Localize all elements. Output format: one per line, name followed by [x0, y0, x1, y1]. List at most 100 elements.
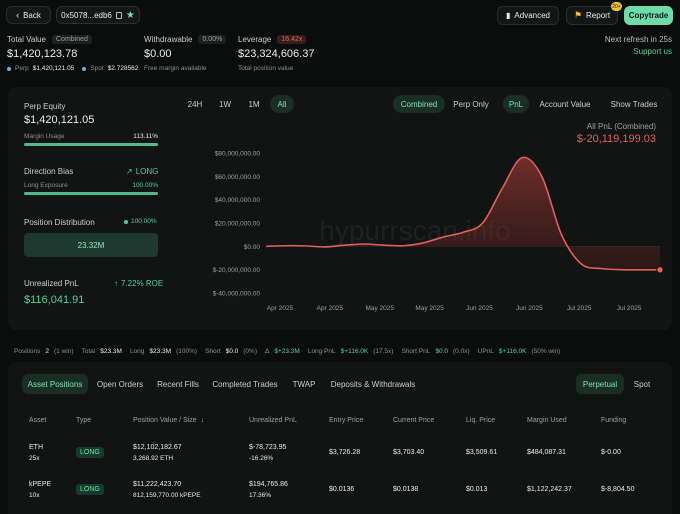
header-unrealized-pnl[interactable]: Unrealized PnL [249, 417, 297, 424]
trend-up-icon: ↗ [126, 167, 133, 176]
spot-label: Spot [90, 65, 104, 72]
tab-twap[interactable]: TWAP [292, 379, 316, 389]
sort-arrow-down-icon[interactable]: ↓ [200, 417, 205, 424]
back-button[interactable]: ‹ Back [6, 6, 51, 24]
short-pnl-value: $0.0 [435, 348, 449, 355]
row-margin: $484,087.31 [527, 449, 566, 456]
range-1m[interactable]: 1M [248, 99, 260, 109]
support-link[interactable]: Support us [633, 47, 672, 56]
mode-combined[interactable]: Combined [393, 95, 445, 113]
position-distribution-label: Position Distribution [24, 218, 95, 227]
leverage-block: Leverage 16.42x $23,324,606.37 Total pos… [238, 35, 314, 72]
long-exposure-fill [24, 192, 158, 195]
report-button[interactable]: ⚑ Report [566, 6, 618, 25]
total-value-tag: Combined [52, 35, 92, 44]
long-value: $23.3M [149, 348, 172, 355]
position-distribution-value: 23.32M [77, 240, 105, 250]
x-tick-label: May 2025 [365, 305, 394, 312]
margin-usage-label: Margin Usage [24, 133, 65, 140]
perp-label: Perp [15, 65, 29, 72]
row-type-badge: LONG [76, 447, 104, 458]
spot-dot [82, 66, 87, 71]
tab-asset-positions[interactable]: Asset Positions [22, 374, 88, 394]
tab-open-orders[interactable]: Open Orders [96, 379, 144, 389]
mode-perp-only[interactable]: Perp Only [453, 99, 489, 109]
spot-value: $2.728562 [107, 65, 139, 72]
row-leverage: 10x [29, 492, 40, 499]
header-type[interactable]: Type [76, 417, 92, 424]
row-pnl: $194,765.86 [249, 481, 288, 488]
total-label: Total [81, 348, 96, 355]
row-leverage: 25x [29, 455, 40, 462]
x-tick-label: May 2025 [415, 305, 444, 312]
y-tick-label: $60,000,000.00 [215, 174, 261, 181]
chart-current-value: $-20,119,199.03 [576, 133, 656, 145]
total-value: $1,420,123.78 [7, 48, 78, 60]
direction-bias-value-wrap: ↗ LONG [126, 167, 158, 176]
position-distribution-bar[interactable]: 23.32M [24, 233, 158, 257]
x-tick-label: Jul 2025 [617, 305, 642, 312]
range-24h[interactable]: 24H [187, 99, 203, 109]
row-margin: $1,122,242.37 [527, 486, 572, 493]
row-liq: $0.013 [466, 486, 488, 493]
row-size: 812,159,770.00 kPEPE [133, 492, 201, 499]
header-margin-used[interactable]: Margin Used [527, 417, 567, 424]
row-entry: $3,726.28 [329, 449, 361, 456]
report-badge: 20+ [611, 2, 622, 11]
row-value: $12,102,182.67 [133, 444, 182, 451]
positions-panel [8, 362, 672, 514]
short-value: $0.0 [225, 348, 239, 355]
header-entry-price[interactable]: Entry Price [329, 417, 364, 424]
y-tick-label: $0.00 [244, 244, 261, 251]
header-funding[interactable]: Funding [601, 417, 627, 424]
long-pnl-ratio: (17.5x) [373, 348, 394, 355]
address-chip[interactable]: 0x5078...edb6 ★ [56, 6, 140, 24]
chevron-left-icon: ‹ [16, 10, 20, 20]
address-text: 0x5078...edb6 [61, 10, 112, 20]
header-liq-price[interactable]: Liq. Price [466, 417, 496, 424]
range-all[interactable]: All [270, 95, 294, 113]
bar-chart-icon: ▮ [506, 11, 511, 20]
upnl-win: (50% win) [531, 348, 561, 355]
header-position-value-label: Position Value / Size [133, 417, 197, 424]
tab-completed-trades[interactable]: Completed Trades [212, 379, 278, 389]
current-value-dot[interactable] [656, 266, 664, 274]
x-tick-label: Apr 2025 [317, 305, 344, 312]
withdrawable-block: Withdrawable 0.00% $0.00 Free margin ava… [144, 35, 227, 72]
position-distribution-pct: 100.00% [131, 218, 157, 225]
row-funding: $-0.00 [601, 449, 621, 456]
y-tick-label: $-40,000,000.00 [213, 291, 261, 298]
star-icon[interactable]: ★ [125, 9, 135, 21]
total-value: $23.3M [100, 348, 122, 355]
header-current-price[interactable]: Current Price [393, 417, 435, 424]
row-entry: $0.0136 [329, 486, 355, 493]
metric-pnl[interactable]: PnL [503, 95, 529, 113]
market-perpetual[interactable]: Perpetual [576, 374, 624, 394]
row-funding: $-8,804.50 [601, 486, 635, 493]
row-asset: ETH [29, 444, 43, 451]
show-trades-button[interactable]: Show Trades [610, 99, 658, 109]
copy-icon[interactable] [115, 11, 122, 19]
leverage-tag: 16.42x [277, 35, 307, 44]
market-spot[interactable]: Spot [633, 379, 651, 389]
positions-summary-row: Positions 2 (1 win) Total $23.3M Long $2… [14, 348, 560, 355]
metric-account-value[interactable]: Account Value [539, 99, 591, 109]
perp-value: $1,420,121.05 [32, 65, 75, 72]
positions-label: Positions [14, 348, 41, 355]
pnl-chart[interactable]: hypurrscan.info $80,000,000.00$60,000,00… [180, 140, 670, 320]
range-1w[interactable]: 1W [219, 99, 231, 109]
advanced-button[interactable]: ▮ Advanced [497, 6, 559, 25]
chart-title: All PnL (Combined) [586, 122, 656, 131]
header-position-value[interactable]: Position Value / Size ↓ [133, 417, 204, 424]
x-tick-label: Jun 2025 [466, 305, 493, 312]
row-pnl-pct: -16.26% [249, 455, 274, 462]
header-asset[interactable]: Asset [29, 417, 47, 424]
tab-recent-fills[interactable]: Recent Fills [157, 379, 199, 389]
tab-deposits-withdrawals[interactable]: Deposits & Withdrawals [330, 379, 416, 389]
copytrade-button[interactable]: Copytrade [624, 6, 673, 25]
long-pnl-value: $+116.0K [340, 348, 369, 355]
short-pnl-ratio: (0.0x) [453, 348, 470, 355]
total-value-label: Total Value [7, 35, 46, 44]
arrow-up-icon: ↑ [114, 279, 118, 288]
delta-label: Δ [265, 348, 270, 355]
